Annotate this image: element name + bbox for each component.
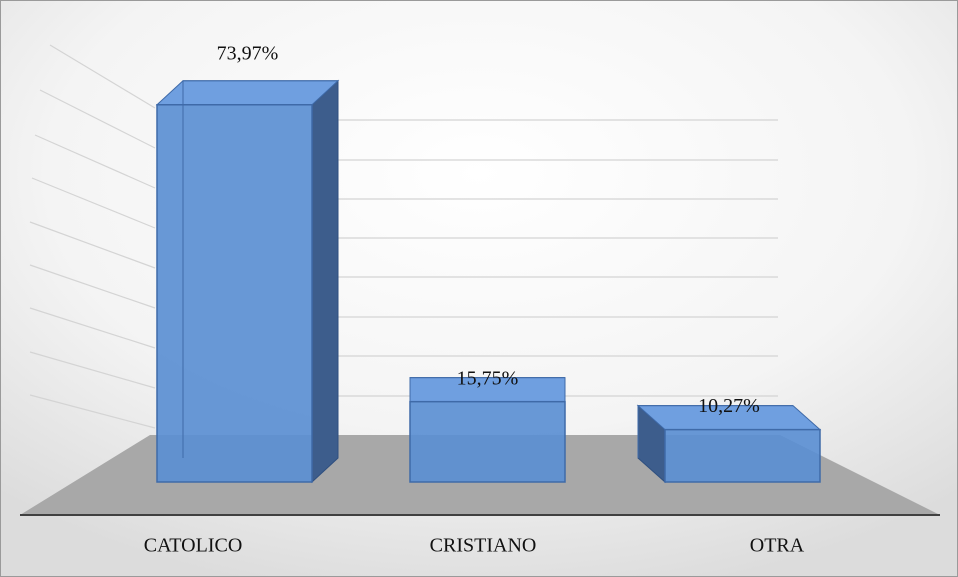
bar-edge [409,377,565,458]
value-label: 10,27% [698,395,760,417]
x-tick-label: OTRA [750,535,805,557]
x-tick-label: CRISTIANO [430,535,537,557]
value-label: 15,75% [457,367,519,389]
value-label: 73,97% [217,42,279,64]
x-tick-label: CATOLICO [144,535,243,557]
bar-edge [637,405,793,458]
bar [156,104,313,483]
bar-edge [182,80,338,458]
bar [664,428,821,483]
bar-side [311,79,339,484]
bar [409,400,566,483]
bar-top [155,80,340,106]
walls [29,44,778,429]
